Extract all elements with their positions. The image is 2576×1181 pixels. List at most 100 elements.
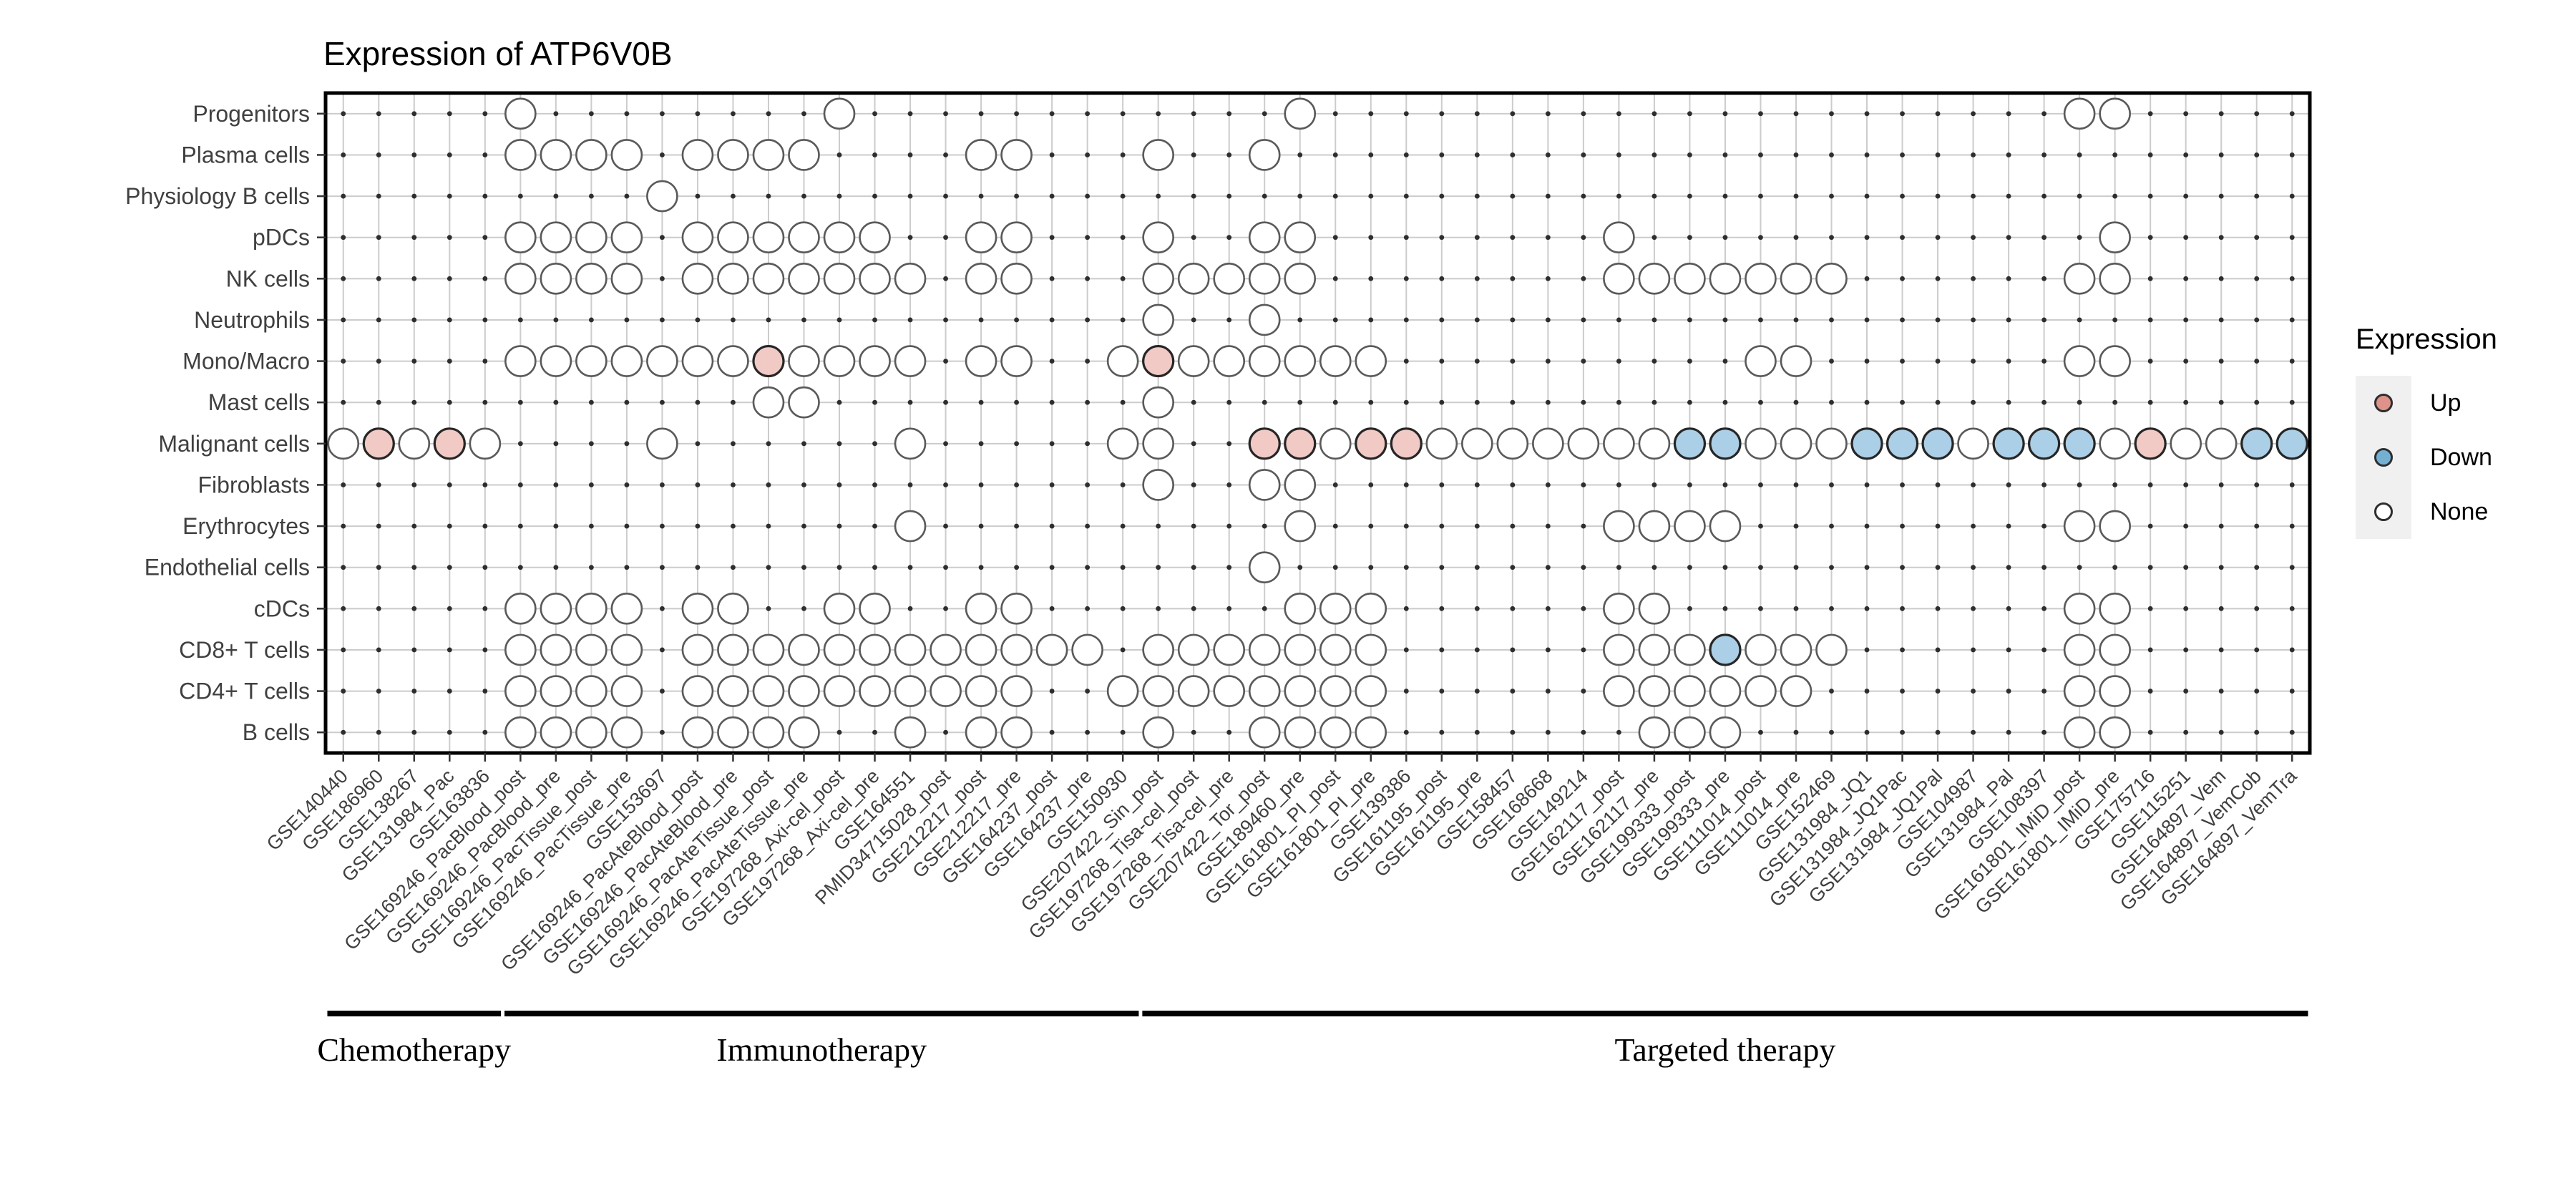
grid-dot <box>1085 565 1091 570</box>
matrix-cell-none <box>965 345 997 377</box>
matrix-cell-none <box>1496 427 1529 460</box>
grid-dot <box>411 276 417 281</box>
grid-dot <box>2254 317 2260 323</box>
grid-dot <box>2254 523 2260 529</box>
grid-dot <box>2218 152 2224 157</box>
grid-dot <box>376 152 381 157</box>
grid-dot <box>1935 523 1941 529</box>
grid-dot <box>588 399 594 405</box>
grid-dot <box>1474 193 1480 199</box>
matrix-cell-none <box>2099 593 2131 625</box>
grid-dot <box>2006 647 2011 653</box>
grid-dot <box>836 565 842 570</box>
grid-dot <box>1581 317 1586 323</box>
grid-dot <box>1545 523 1551 529</box>
grid-dot <box>1439 235 1445 240</box>
grid-dot <box>872 729 877 735</box>
grid-dot <box>695 565 701 570</box>
grid-dot <box>2147 647 2153 653</box>
grid-dot <box>2147 606 2153 611</box>
grid-dot <box>2254 111 2260 117</box>
grid-dot <box>1864 523 1870 529</box>
matrix-cell-none <box>1284 97 1317 130</box>
matrix-cell-none <box>1284 263 1317 295</box>
grid-dot <box>2041 565 2047 570</box>
grid-dot <box>943 359 948 364</box>
grid-dot <box>1368 482 1374 487</box>
grid-dot <box>1829 399 1834 405</box>
grid-dot <box>1793 399 1799 405</box>
grid-dot <box>2006 689 2011 694</box>
grid-dot <box>2254 235 2260 240</box>
grid-dot <box>2006 193 2011 199</box>
grid-dot <box>376 399 381 405</box>
grid-dot <box>1120 523 1126 529</box>
grid-dot <box>1120 399 1126 405</box>
grid-dot <box>1120 276 1126 281</box>
grid-dot <box>588 111 594 117</box>
matrix-cell-none <box>1319 345 1352 377</box>
grid-dot <box>943 729 948 735</box>
grid-dot <box>2147 482 2153 487</box>
matrix-cell-none <box>1709 510 1742 543</box>
grid-dot <box>376 193 381 199</box>
matrix-cell-up <box>433 427 466 460</box>
grid-dot <box>341 276 346 281</box>
grid-dot <box>1120 152 1126 157</box>
matrix-cell-none <box>752 386 785 419</box>
matrix-cell-none <box>1284 593 1317 625</box>
grid-dot <box>731 441 736 447</box>
grid-dot <box>1935 399 1941 405</box>
matrix-cell-none <box>540 139 572 171</box>
grid-dot <box>1722 152 1728 157</box>
grid-dot <box>1403 729 1409 735</box>
grid-dot <box>1262 111 1267 117</box>
matrix-cell-none <box>1284 221 1317 253</box>
grid-dot <box>1687 606 1692 611</box>
matrix-cell-none <box>965 593 997 625</box>
grid-dot <box>1545 193 1551 199</box>
grid-dot <box>1439 565 1445 570</box>
grid-dot <box>1439 359 1445 364</box>
matrix-cell-none <box>965 633 997 666</box>
grid-dot <box>1474 689 1480 694</box>
grid-dot <box>411 606 417 611</box>
grid-dot <box>1368 565 1374 570</box>
grid-dot <box>2077 152 2082 157</box>
grid-dot <box>482 193 488 199</box>
grid-dot <box>1085 523 1091 529</box>
matrix-cell-none <box>681 221 714 253</box>
grid-dot <box>2289 235 2295 240</box>
grid-dot <box>1545 482 1551 487</box>
grid-dot <box>482 111 488 117</box>
grid-dot <box>2289 689 2295 694</box>
matrix-cell-none <box>1213 263 1246 295</box>
grid-dot <box>1687 111 1692 117</box>
matrix-cell-none <box>859 221 891 253</box>
grid-dot <box>1545 317 1551 323</box>
matrix-cell-none <box>2099 675 2131 707</box>
matrix-cell-none <box>752 675 785 707</box>
grid-dot <box>1545 235 1551 240</box>
grid-dot <box>553 399 559 405</box>
grid-dot <box>2183 523 2189 529</box>
grid-dot <box>907 235 913 240</box>
grid-dot <box>1510 606 1516 611</box>
matrix-cell-none <box>1709 263 1742 295</box>
grid-dot <box>1545 359 1551 364</box>
grid-dot <box>695 441 701 447</box>
matrix-cell-none <box>1319 427 1352 460</box>
matrix-cell-none <box>823 97 856 130</box>
grid-dot <box>1971 565 1976 570</box>
grid-dot <box>1368 152 1374 157</box>
grid-dot <box>411 482 417 487</box>
grid-dot <box>1226 193 1232 199</box>
grid-dot <box>1722 399 1728 405</box>
grid-dot <box>1403 689 1409 694</box>
grid-dot <box>1864 276 1870 281</box>
matrix-cell-none <box>2063 345 2096 377</box>
matrix-cell-none <box>1142 139 1174 171</box>
matrix-cell-down <box>1885 427 1919 460</box>
matrix-cell-none <box>752 221 785 253</box>
grid-dot <box>2147 152 2153 157</box>
